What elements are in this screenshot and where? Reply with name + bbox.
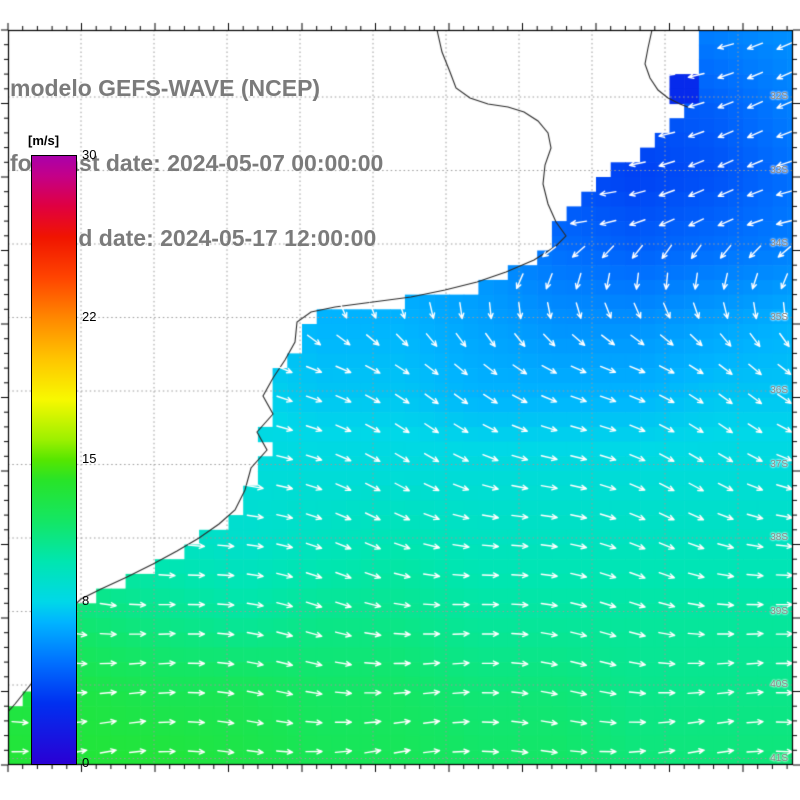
model-title: modelo GEFS-WAVE (NCEP) [10,75,321,101]
lat-label: 32S [770,91,788,102]
lat-label: 40S [770,679,788,690]
lat-label: 36S [770,385,788,396]
lat-label: 39S [770,605,788,617]
lat-label: 37S [770,458,788,470]
lat-label: 33S [770,164,788,176]
colorbar-tick-label: 0 [82,755,90,770]
colorbar-tick-label: 15 [82,451,97,466]
lat-label: 38S [770,532,788,543]
colorbar-tick-label: 22 [82,309,97,325]
lat-label: 34S [770,238,788,249]
valid-date: valid date: 2024-05-17 12:00:00 [40,225,377,251]
colorbar-unit-label: [m/s] [28,133,60,148]
colorbar-tick-label: 8 [82,592,90,608]
lat-label: 41S [770,752,788,764]
lat-label: 35S [770,311,788,323]
colorbar-tick-label: 30 [82,147,97,162]
colorbar-gradient [31,155,77,765]
